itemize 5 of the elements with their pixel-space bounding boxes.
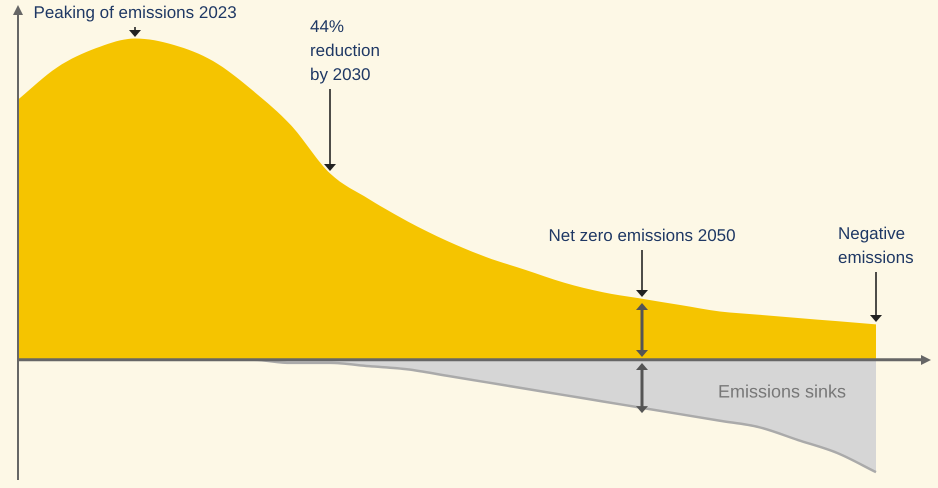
text: Peaking of emissions 2023 [34,2,237,24]
series-label: Emissions sinks [718,382,846,402]
annotation: Negative emissions [838,223,914,270]
annotation: Net zero emissions 2050 [548,224,736,247]
annotation: 44% reduction by 2030 [310,16,380,86]
